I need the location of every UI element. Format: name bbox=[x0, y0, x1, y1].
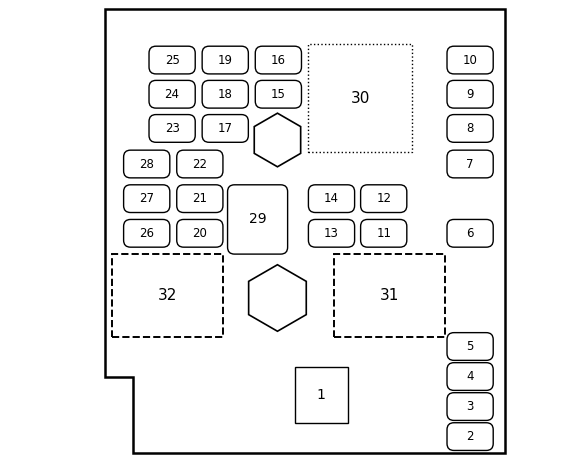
Text: 25: 25 bbox=[165, 54, 179, 67]
Text: 23: 23 bbox=[165, 122, 179, 135]
Text: 31: 31 bbox=[380, 288, 399, 303]
Text: 5: 5 bbox=[466, 340, 474, 353]
Text: 13: 13 bbox=[324, 227, 339, 240]
FancyBboxPatch shape bbox=[123, 185, 170, 213]
Text: 10: 10 bbox=[462, 54, 478, 67]
Text: 30: 30 bbox=[351, 91, 370, 106]
FancyBboxPatch shape bbox=[228, 185, 288, 254]
Text: 7: 7 bbox=[466, 158, 474, 170]
FancyBboxPatch shape bbox=[177, 219, 223, 247]
Text: 18: 18 bbox=[218, 88, 233, 101]
FancyBboxPatch shape bbox=[447, 150, 493, 178]
FancyBboxPatch shape bbox=[447, 115, 493, 142]
Text: 15: 15 bbox=[271, 88, 286, 101]
Text: 27: 27 bbox=[139, 192, 154, 205]
FancyBboxPatch shape bbox=[447, 363, 493, 390]
FancyBboxPatch shape bbox=[177, 185, 223, 213]
Text: 21: 21 bbox=[192, 192, 207, 205]
FancyBboxPatch shape bbox=[123, 150, 170, 178]
FancyBboxPatch shape bbox=[447, 423, 493, 450]
FancyBboxPatch shape bbox=[149, 115, 195, 142]
Bar bbox=[334, 254, 445, 337]
Bar bbox=[294, 367, 348, 423]
Text: 11: 11 bbox=[376, 227, 391, 240]
Text: 2: 2 bbox=[466, 430, 474, 443]
Text: 28: 28 bbox=[139, 158, 154, 170]
FancyBboxPatch shape bbox=[447, 80, 493, 108]
FancyBboxPatch shape bbox=[123, 219, 170, 247]
Text: 6: 6 bbox=[466, 227, 474, 240]
FancyBboxPatch shape bbox=[202, 46, 248, 74]
Text: 12: 12 bbox=[376, 192, 391, 205]
Text: 4: 4 bbox=[466, 370, 474, 383]
Text: 22: 22 bbox=[192, 158, 207, 170]
Text: 17: 17 bbox=[218, 122, 233, 135]
Text: 19: 19 bbox=[218, 54, 233, 67]
Bar bbox=[112, 254, 223, 337]
FancyBboxPatch shape bbox=[177, 150, 223, 178]
FancyBboxPatch shape bbox=[361, 219, 407, 247]
FancyBboxPatch shape bbox=[447, 219, 493, 247]
Text: 3: 3 bbox=[466, 400, 474, 413]
FancyBboxPatch shape bbox=[202, 115, 248, 142]
Bar bbox=[308, 44, 413, 152]
Text: 24: 24 bbox=[165, 88, 179, 101]
Text: 16: 16 bbox=[271, 54, 286, 67]
FancyBboxPatch shape bbox=[255, 80, 302, 108]
FancyBboxPatch shape bbox=[308, 219, 355, 247]
Text: 32: 32 bbox=[158, 288, 177, 303]
Text: 29: 29 bbox=[249, 213, 267, 226]
FancyBboxPatch shape bbox=[447, 46, 493, 74]
FancyBboxPatch shape bbox=[361, 185, 407, 213]
FancyBboxPatch shape bbox=[447, 333, 493, 360]
Text: 1: 1 bbox=[317, 388, 325, 402]
Text: 9: 9 bbox=[466, 88, 474, 101]
FancyBboxPatch shape bbox=[308, 185, 355, 213]
FancyBboxPatch shape bbox=[149, 80, 195, 108]
FancyBboxPatch shape bbox=[255, 46, 302, 74]
FancyBboxPatch shape bbox=[149, 46, 195, 74]
Text: 8: 8 bbox=[466, 122, 474, 135]
FancyBboxPatch shape bbox=[447, 393, 493, 420]
Text: 14: 14 bbox=[324, 192, 339, 205]
Text: 20: 20 bbox=[192, 227, 207, 240]
Text: 26: 26 bbox=[139, 227, 154, 240]
FancyBboxPatch shape bbox=[202, 80, 248, 108]
